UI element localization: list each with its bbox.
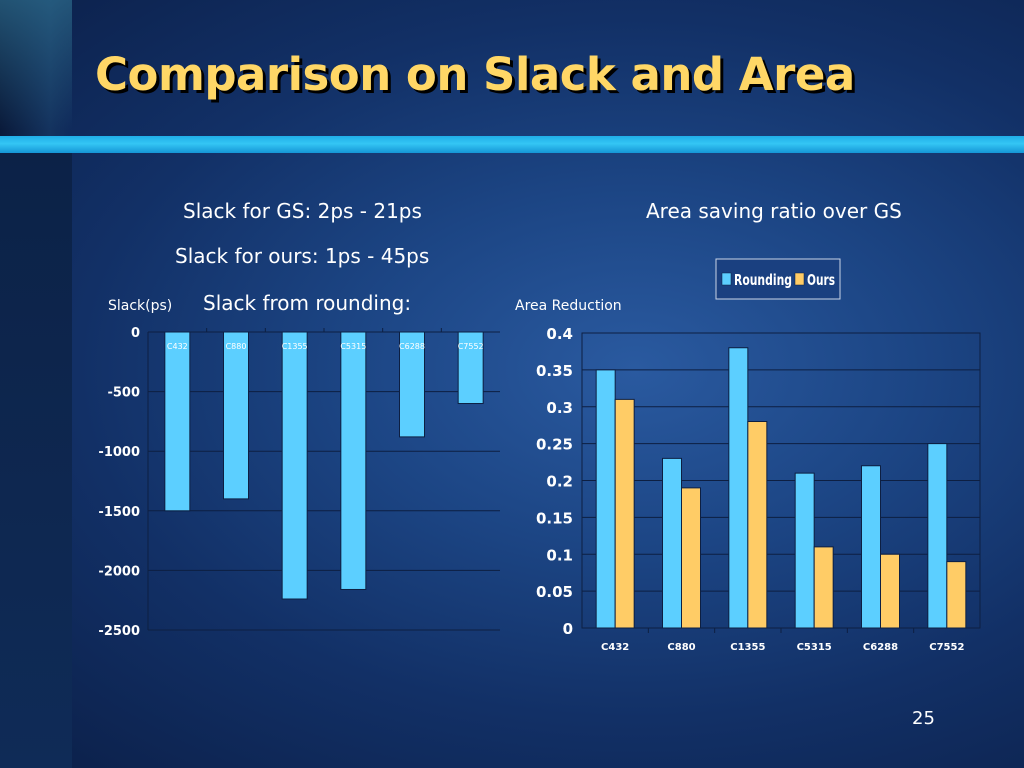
category-label: C6288: [863, 642, 898, 653]
rounding-bar: [662, 457, 682, 629]
category-label: C432: [167, 342, 188, 351]
y-tick-label: 0: [563, 620, 573, 638]
y-tick-label: 0.15: [536, 509, 573, 527]
category-label: C1355: [730, 642, 765, 653]
legend-swatch-rounding: [721, 272, 732, 286]
ours-bar: [747, 421, 768, 629]
y-tick-label: 0.05: [536, 583, 573, 601]
ours-bar: [813, 546, 834, 629]
legend-box: [715, 258, 841, 300]
ours-bar: [681, 487, 701, 629]
y-tick-label: 0: [131, 326, 140, 341]
slack-gs-note: Slack for GS: 2ps - 21ps: [183, 199, 422, 223]
y-tick-label: 0.35: [536, 362, 573, 380]
category-label: C880: [667, 642, 695, 653]
y-tick-label: 0.4: [546, 325, 573, 343]
category-label: C5315: [340, 342, 366, 351]
left-decorative-band-lower: [0, 150, 72, 768]
y-tick-label: -2500: [98, 624, 140, 639]
ours-bar: [614, 398, 635, 629]
area-reduction-chart: 0.4 0.35 0.3 0.25 0.2 0.15 0.1 0.05 0 C432 C880 C13…: [536, 258, 981, 653]
category-label: C5315: [797, 642, 832, 653]
y-tick-label: -500: [107, 386, 140, 401]
y-tick-label: 0.1: [546, 546, 573, 564]
y-tick-label: -1500: [98, 505, 140, 520]
slack-bar: [281, 331, 308, 600]
y-tick-label: 0.3: [546, 399, 573, 417]
area-axis-label: Area Reduction: [515, 298, 622, 314]
slack-bar: [223, 331, 249, 500]
category-label: C7552: [929, 642, 964, 653]
ours-bar: [946, 561, 967, 629]
page-number: 25: [912, 708, 935, 729]
category-label: C432: [601, 642, 629, 653]
y-tick-label: 0.25: [536, 436, 573, 454]
accent-bar: [0, 136, 1024, 153]
legend-swatch-ours: [794, 272, 805, 286]
rounding-bar: [794, 472, 815, 629]
legend-label-ours: Ours: [807, 271, 835, 289]
rounding-bar: [595, 369, 616, 629]
y-tick-label: -1000: [98, 445, 140, 460]
slack-bar: [399, 331, 425, 438]
rounding-bar: [861, 465, 881, 629]
area-saving-note: Area saving ratio over GS: [646, 199, 902, 223]
left-glow: [0, 0, 72, 130]
y-tick-label: 0.2: [546, 473, 573, 491]
slide-title: Comparison on Slack and Area: [95, 48, 855, 101]
ours-bar: [880, 553, 900, 629]
category-label: C1355: [282, 342, 308, 351]
slack-ours-note: Slack for ours: 1ps - 45ps: [175, 244, 430, 268]
slack-bar: [457, 331, 484, 405]
y-tick-label: -2000: [98, 564, 140, 579]
slack-rounding-note: Slack from rounding:: [203, 291, 412, 315]
category-label: C6288: [399, 342, 425, 351]
rounding-bar: [728, 347, 749, 629]
category-label: C7552: [458, 342, 484, 351]
slack-bar: [164, 331, 191, 512]
rounding-bar: [927, 443, 948, 629]
slack-bar: [340, 331, 367, 590]
category-label: C880: [226, 342, 247, 351]
slack-axis-label: Slack(ps): [108, 298, 173, 314]
slack-chart: 0 -500 -1000 -1500 -2000 -2500 C432 C880 C1355 C5…: [98, 326, 500, 639]
legend-label-rounding: Rounding: [734, 271, 792, 289]
